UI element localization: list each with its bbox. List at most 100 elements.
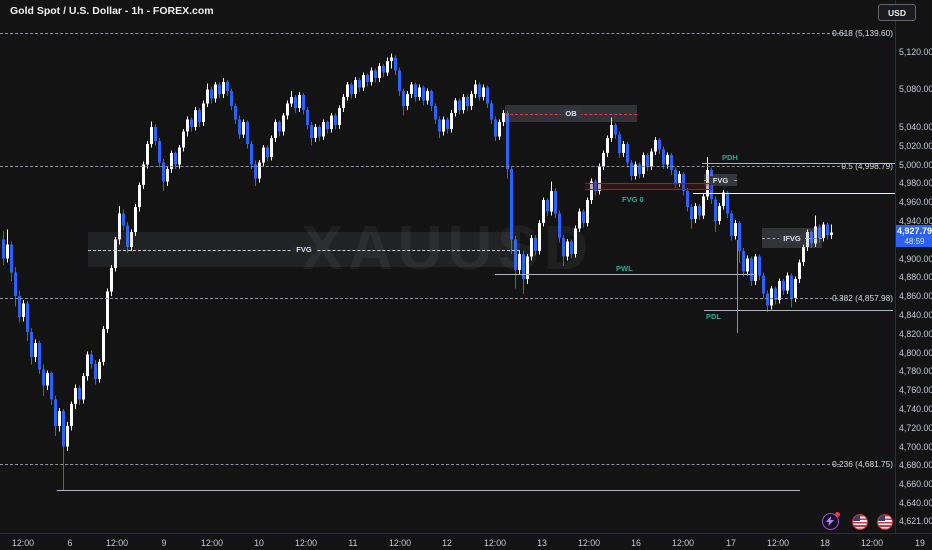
candle-body: [14, 272, 17, 297]
candle-body: [62, 410, 65, 447]
candle-body: [86, 354, 89, 376]
candle-body: [646, 155, 649, 167]
candle-body: [502, 112, 505, 123]
ifvg-box[interactable]: IFVG: [762, 228, 822, 249]
candle-body: [366, 75, 369, 82]
entry-line[interactable]: [693, 193, 895, 195]
candle-body: [698, 205, 701, 216]
pdl-line[interactable]: [704, 309, 893, 311]
candle-body: [818, 226, 821, 238]
currency-toggle-button[interactable]: USD: [878, 4, 916, 21]
price-label: 4,700.00: [899, 441, 932, 452]
candle-body: [226, 81, 229, 92]
price-label: 4,820.00: [899, 328, 932, 339]
swing-low-line[interactable]: [57, 489, 800, 491]
candle-body: [6, 244, 9, 259]
candle-body: [802, 247, 805, 263]
candle-body: [758, 256, 761, 276]
price-label: 4,800.00: [899, 347, 932, 358]
fib-0618-label: 0.618 (5,139.60): [832, 28, 893, 39]
candle-body: [78, 388, 81, 400]
candle-body: [54, 399, 57, 426]
time-axis[interactable]: 12:00 6 12:00 9 12:00 10 12:00 11 12:00 12 12:00 13…: [0, 533, 932, 550]
candle-body: [462, 96, 465, 110]
candle-body: [362, 75, 365, 88]
price-label: 4,621.00: [899, 515, 932, 526]
candle-body: [478, 84, 481, 97]
candle-body: [670, 155, 673, 171]
candle-body: [650, 151, 653, 167]
candle-body: [190, 119, 193, 127]
ob-box[interactable]: OB: [505, 104, 637, 123]
candle-body: [66, 425, 69, 447]
candle-body: [546, 200, 549, 212]
candle-body: [70, 404, 73, 426]
price-label: 4,940.00: [899, 215, 932, 226]
candle-body: [658, 140, 661, 150]
fib-0382[interactable]: [0, 298, 843, 299]
price-label: 4,860.00: [899, 291, 932, 302]
fvg-box-large-label: FVG: [292, 245, 316, 255]
candle-body: [290, 96, 293, 104]
candle-body: [730, 213, 733, 236]
candle-body: [282, 115, 285, 132]
candle-body: [782, 281, 785, 291]
time-marker-line[interactable]: [737, 240, 738, 333]
time-label: 12:00: [294, 538, 318, 548]
candle-body: [630, 162, 633, 176]
candle-body: [570, 241, 573, 254]
time-label: 12:00: [766, 538, 790, 548]
fvg-box-small[interactable]: FVG: [704, 173, 737, 187]
candle-body: [410, 84, 413, 94]
candle-body: [634, 164, 637, 176]
candle-body: [162, 162, 165, 182]
fib-0236[interactable]: [0, 463, 840, 465]
candle-body: [578, 211, 581, 229]
candle-body: [378, 65, 381, 78]
us-flag-event-icon-2[interactable]: [877, 514, 893, 530]
candlestick-chart[interactable]: XAUUSD OB FVG IFVG FVG FVG 0 PDH PWL PDL: [0, 0, 895, 533]
fib-0618[interactable]: [0, 33, 845, 35]
candle-body: [146, 143, 149, 165]
price-axis[interactable]: 5,120.00 5,080.00 5,040.00 5,020.00 5,000.00…: [895, 0, 932, 533]
candle-body: [246, 122, 249, 144]
candle-body: [526, 256, 529, 280]
time-label: 10: [254, 538, 264, 548]
price-label: 4,740.00: [899, 403, 932, 414]
pdh-line[interactable]: [702, 163, 895, 165]
price-label: 4,680.00: [899, 460, 932, 471]
candle-body: [550, 190, 553, 212]
candle-body: [206, 89, 209, 104]
candle-body: [330, 115, 333, 129]
candle-body: [266, 147, 269, 157]
candle-body: [354, 79, 357, 94]
candle-body: [406, 94, 409, 107]
candle-body: [218, 84, 221, 94]
candle-body: [778, 281, 781, 300]
candle-body: [18, 296, 21, 317]
pdl-line-label: PDL: [706, 311, 721, 321]
candle-body: [530, 237, 533, 257]
fvg-box-large[interactable]: FVG: [88, 231, 520, 268]
candle-body: [722, 192, 725, 206]
candle-body: [562, 237, 565, 257]
pwl-line[interactable]: [495, 274, 755, 276]
candle-body: [734, 222, 737, 236]
candle-body: [174, 153, 177, 165]
candle-body: [262, 147, 265, 163]
fvg-red-zone[interactable]: [585, 182, 712, 190]
us-flag-event-icon[interactable]: [852, 514, 868, 530]
time-label: 9: [161, 538, 167, 548]
candle-body: [238, 119, 241, 135]
economic-event-lightning-icon[interactable]: [822, 512, 840, 530]
candle-body: [110, 267, 113, 292]
candle-body: [614, 125, 617, 135]
candle-body: [798, 262, 801, 280]
candle-body: [194, 110, 197, 127]
time-label: 6: [67, 538, 73, 548]
price-label: 5,120.00: [899, 46, 932, 57]
candle-body: [742, 251, 745, 272]
fib-05[interactable]: [0, 165, 845, 167]
candle-body: [314, 126, 317, 139]
